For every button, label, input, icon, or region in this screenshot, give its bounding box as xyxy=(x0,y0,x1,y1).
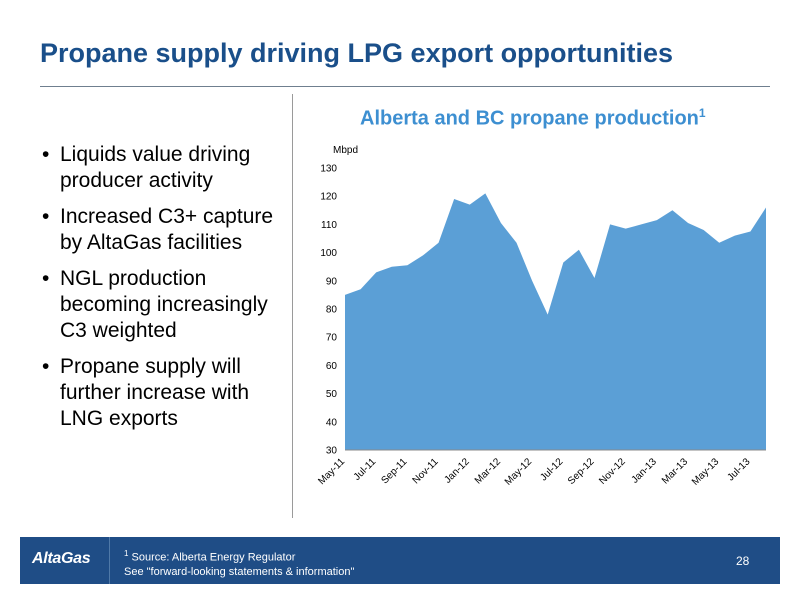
y-tick-label: 70 xyxy=(326,333,338,344)
propane-area-series xyxy=(345,193,766,450)
bullet-list: • Liquids value driving producer activity… xyxy=(38,142,288,442)
footnote: 1 Source: Alberta Energy Regulator See "… xyxy=(124,547,354,579)
footer: AltaGas 1 Source: Alberta Energy Regulat… xyxy=(0,537,800,587)
chart-title: Alberta and BC propane production1 xyxy=(360,106,706,131)
x-tick-label: May-13 xyxy=(690,456,722,488)
bullet-text: Liquids value driving producer activity xyxy=(60,143,251,192)
y-tick-label: 60 xyxy=(326,361,338,372)
x-tick-label: Jan-13 xyxy=(630,456,660,486)
bullet-item: • Increased C3+ capture by AltaGas facili… xyxy=(38,204,288,256)
source-note: 1 Source: Alberta Energy Regulator xyxy=(124,547,354,565)
bullet-dot-icon: • xyxy=(42,267,50,290)
source-text: Source: Alberta Energy Regulator xyxy=(131,551,296,564)
chart-title-superscript: 1 xyxy=(698,106,706,120)
bullet-dot-icon: • xyxy=(42,355,50,378)
y-tick-label: 90 xyxy=(326,276,338,287)
y-tick-label: 100 xyxy=(320,248,337,259)
x-tick-label: Nov-11 xyxy=(411,456,441,486)
footer-band xyxy=(20,537,780,584)
x-tick-label: Nov-12 xyxy=(597,456,628,487)
x-tick-label: Jul-12 xyxy=(538,456,565,483)
bullet-item: • Liquids value driving producer activity xyxy=(38,142,288,194)
x-tick-label: Mar-12 xyxy=(473,456,503,486)
bullet-text: NGL production becoming increasingly C3 … xyxy=(60,267,268,342)
x-tick-label: Jul-11 xyxy=(352,456,379,483)
column-divider xyxy=(292,94,293,518)
bullet-item: • Propane supply will further increase wi… xyxy=(38,354,288,432)
chart-title-text: Alberta and BC propane production xyxy=(360,107,699,130)
x-tick-label: Sep-11 xyxy=(379,456,409,486)
footer-separator xyxy=(109,537,110,584)
y-tick-label: 130 xyxy=(320,164,337,175)
x-tick-label: May-12 xyxy=(503,456,535,488)
x-tick-label: Jul-13 xyxy=(725,456,752,483)
x-tick-label: Sep-12 xyxy=(566,456,597,487)
y-tick-label: 120 xyxy=(320,192,337,203)
y-axis-unit-label: Mbpd xyxy=(333,145,358,156)
altagas-logo: AltaGas xyxy=(32,550,91,567)
source-superscript: 1 xyxy=(124,549,129,558)
forward-looking-note: See "forward-looking statements & inform… xyxy=(124,565,355,578)
y-tick-label: 30 xyxy=(326,446,338,457)
x-tick-label: May-11 xyxy=(316,456,347,487)
x-tick-label: Mar-13 xyxy=(660,456,690,486)
y-tick-label: 110 xyxy=(321,220,337,231)
slide-title: Propane supply driving LPG export opport… xyxy=(40,38,674,68)
bullet-dot-icon: • xyxy=(42,143,50,166)
bullet-text: Propane supply will further increase wit… xyxy=(60,355,250,430)
y-tick-label: 80 xyxy=(326,305,338,316)
bullet-item: • NGL production becoming increasingly C3… xyxy=(38,266,288,344)
y-tick-label: 40 xyxy=(326,417,338,428)
y-tick-label: 50 xyxy=(326,389,338,400)
bullet-dot-icon: • xyxy=(42,205,50,228)
title-rule xyxy=(40,86,770,87)
page-number: 28 xyxy=(736,554,750,568)
x-tick-label: Jan-12 xyxy=(442,456,472,486)
bullet-text: Increased C3+ capture by AltaGas facilit… xyxy=(60,205,274,254)
